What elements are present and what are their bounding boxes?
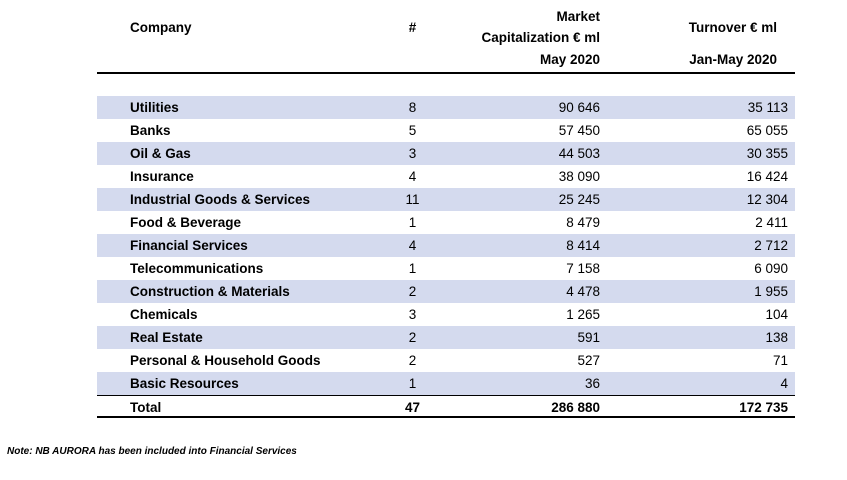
total-count-cell: 47: [404, 400, 421, 415]
table-row: Industrial Goods & Services 11 25 245 12…: [97, 188, 795, 211]
sector-table: Company # Market Capitalization € ml Tur…: [97, 5, 795, 418]
header-company: Company: [130, 19, 192, 35]
turnover-cell: 4: [780, 376, 788, 391]
count-cell: 3: [408, 146, 417, 161]
company-cell: Personal & Household Goods: [130, 353, 321, 368]
total-label: Total: [130, 400, 162, 415]
company-cell: Oil & Gas: [130, 146, 191, 161]
header-market-cap-period: May 2020: [539, 52, 600, 67]
count-cell: 1: [408, 215, 417, 230]
count-cell: 5: [408, 123, 417, 138]
company-cell: Chemicals: [130, 307, 198, 322]
market-cap-cell: 57 450: [558, 123, 600, 138]
footnote: Note: NB AURORA has been included into F…: [7, 446, 297, 457]
turnover-cell: 71: [772, 353, 788, 368]
market-cap-cell: 36: [584, 376, 600, 391]
table-row: Oil & Gas 3 44 503 30 355: [97, 142, 795, 165]
turnover-cell: 2 712: [754, 238, 788, 253]
company-cell: Utilities: [130, 100, 179, 115]
company-cell: Real Estate: [130, 330, 203, 345]
count-cell: 2: [408, 330, 417, 345]
header-market-cap: Market Capitalization € ml: [445, 5, 610, 49]
market-cap-cell: 90 646: [558, 100, 600, 115]
header-market-cap-line1: Market: [556, 9, 600, 24]
turnover-cell: 1 955: [754, 284, 788, 299]
market-cap-cell: 38 090: [558, 169, 600, 184]
header-turnover: Turnover € ml: [688, 19, 777, 35]
company-cell: Food & Beverage: [130, 215, 242, 230]
turnover-cell: 30 355: [746, 146, 788, 161]
turnover-cell: 2 411: [755, 215, 788, 230]
total-row: Total 47 286 880 172 735: [97, 395, 795, 418]
company-cell: Insurance: [130, 169, 194, 184]
market-cap-cell: 7 158: [566, 261, 600, 276]
turnover-cell: 12 304: [746, 192, 788, 207]
total-market-cap-cell: 286 880: [551, 400, 600, 415]
table-row: Telecommunications 1 7 158 6 090: [97, 257, 795, 280]
market-cap-cell: 1 265: [566, 307, 600, 322]
market-cap-cell: 8 414: [566, 238, 600, 253]
count-cell: 1: [408, 376, 417, 391]
header-turnover-period: Jan-May 2020: [689, 52, 777, 67]
table-row: Chemicals 3 1 265 104: [97, 303, 795, 326]
count-cell: 8: [408, 100, 417, 115]
header-count: #: [408, 19, 417, 35]
table-row: Basic Resources 1 36 4: [97, 372, 795, 395]
company-cell: Basic Resources: [130, 376, 239, 391]
company-cell: Construction & Materials: [130, 284, 290, 299]
turnover-cell: 138: [765, 330, 788, 345]
table-row: Construction & Materials 2 4 478 1 955: [97, 280, 795, 303]
market-cap-cell: 8 479: [566, 215, 600, 230]
turnover-cell: 104: [765, 307, 788, 322]
header-market-cap-line2: Capitalization € ml: [481, 30, 600, 45]
count-cell: 2: [408, 284, 417, 299]
company-cell: Banks: [130, 123, 171, 138]
market-cap-cell: 44 503: [558, 146, 600, 161]
count-cell: 4: [408, 169, 417, 184]
count-cell: 2: [408, 353, 417, 368]
market-cap-cell: 591: [577, 330, 600, 345]
company-cell: Industrial Goods & Services: [130, 192, 311, 207]
market-cap-cell: 4 478: [566, 284, 600, 299]
table-header: Company # Market Capitalization € ml Tur…: [97, 5, 795, 74]
market-cap-cell: 527: [577, 353, 600, 368]
table-row: Personal & Household Goods 2 527 71: [97, 349, 795, 372]
table-row: Food & Beverage 1 8 479 2 411: [97, 211, 795, 234]
count-cell: 1: [408, 261, 417, 276]
count-cell: 3: [408, 307, 417, 322]
header-gap: [97, 74, 795, 96]
company-cell: Telecommunications: [130, 261, 264, 276]
turnover-cell: 6 090: [754, 261, 788, 276]
turnover-cell: 16 424: [746, 169, 788, 184]
table-row: Banks 5 57 450 65 055: [97, 119, 795, 142]
table-row: Insurance 4 38 090 16 424: [97, 165, 795, 188]
count-cell: 4: [408, 238, 417, 253]
market-cap-cell: 25 245: [558, 192, 600, 207]
company-cell: Financial Services: [130, 238, 248, 253]
count-cell: 11: [405, 192, 420, 207]
table-row: Real Estate 2 591 138: [97, 326, 795, 349]
table-row: Utilities 8 90 646 35 113: [97, 96, 795, 119]
turnover-cell: 35 113: [747, 100, 788, 115]
turnover-cell: 65 055: [746, 123, 788, 138]
table-row: Financial Services 4 8 414 2 712: [97, 234, 795, 257]
total-turnover-cell: 172 735: [739, 400, 788, 415]
